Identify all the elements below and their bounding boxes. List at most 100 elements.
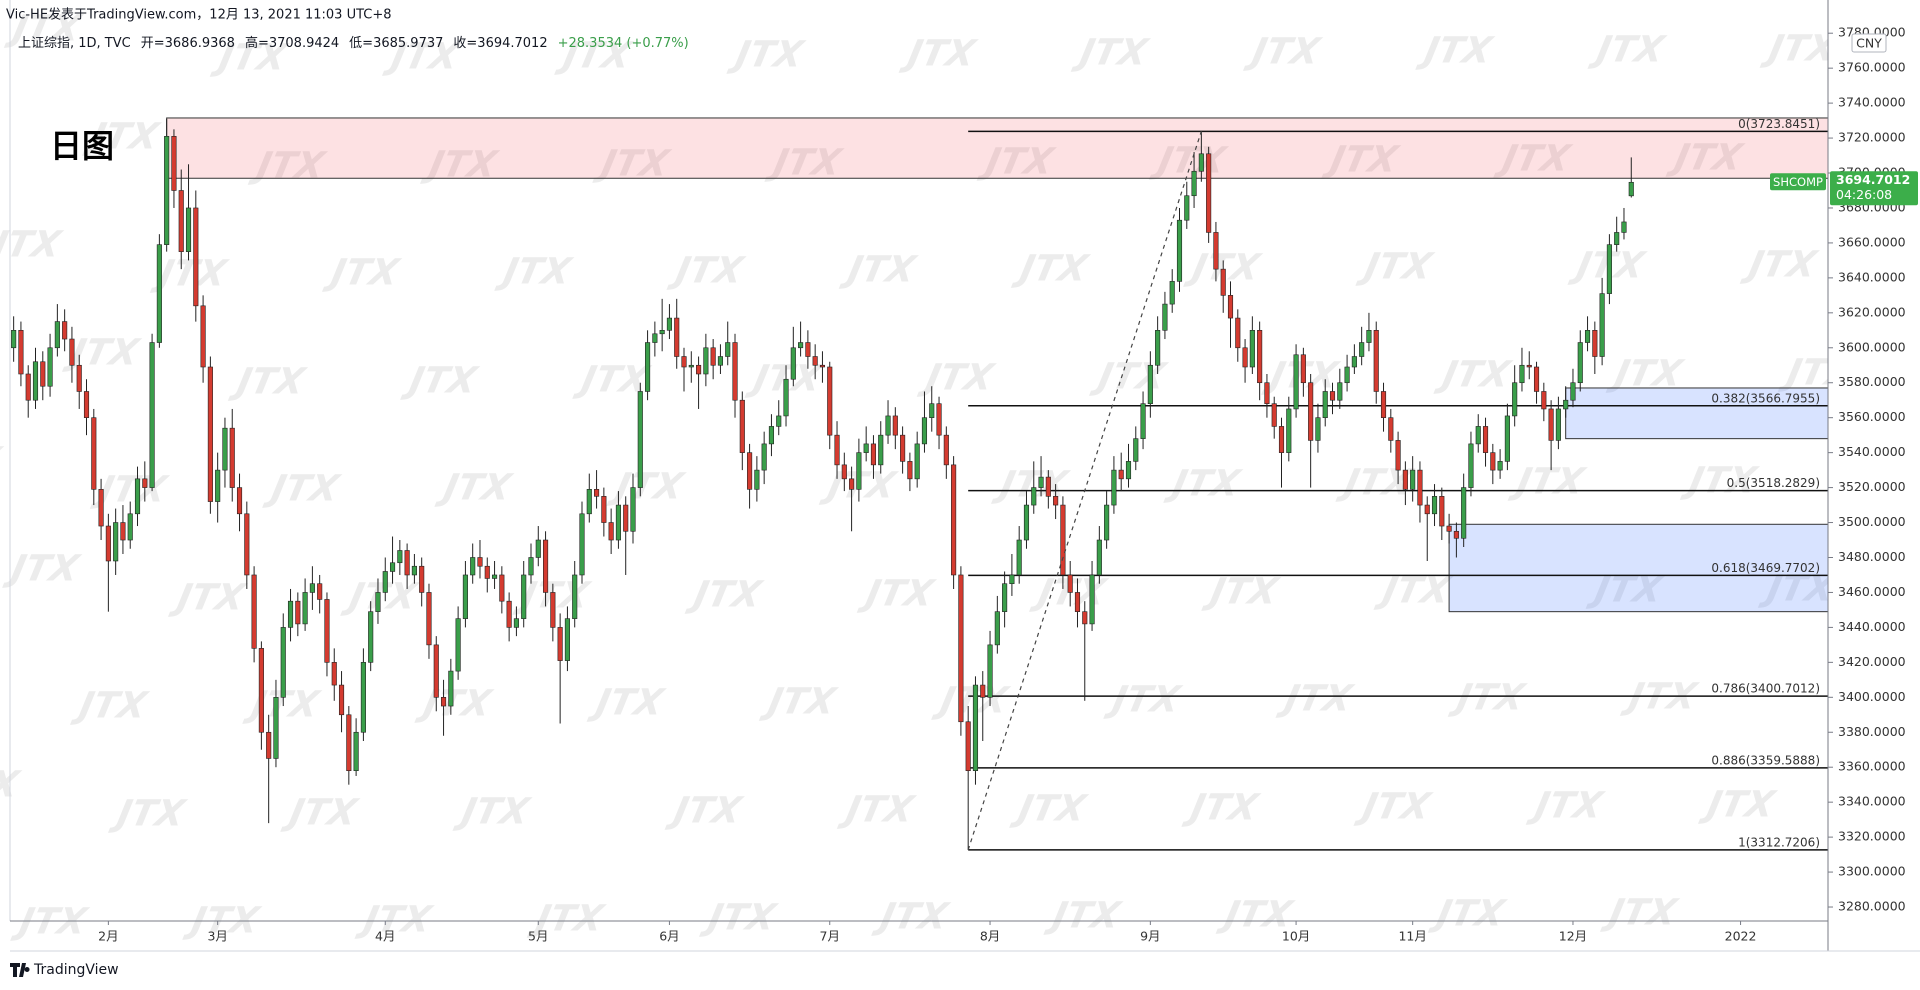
candle-body — [659, 330, 665, 335]
candle-body — [856, 452, 862, 490]
candle-body — [1468, 443, 1474, 488]
candle-body — [1359, 342, 1365, 357]
candle-body — [710, 347, 716, 366]
candle-body — [1271, 403, 1277, 427]
watermark: JTX — [1586, 28, 1670, 71]
candle-body — [389, 562, 396, 572]
ohlc-value: 3685.9737 — [373, 36, 443, 51]
candle-body — [688, 364, 694, 368]
candle-body — [1198, 153, 1204, 172]
watermark: JTX — [1200, 570, 1284, 613]
y-tick-label: 3520.0000 — [1838, 479, 1906, 494]
watermark: JTX — [1697, 783, 1781, 826]
candle-body — [790, 347, 796, 380]
candle-body — [1351, 356, 1357, 368]
candle-body — [1453, 530, 1459, 539]
candle-body — [229, 427, 235, 488]
candle-body — [885, 415, 891, 436]
zone — [1565, 387, 1829, 440]
candle-body — [870, 443, 877, 466]
y-tick-label: 3540.0000 — [1838, 444, 1906, 459]
candle-body — [768, 426, 775, 445]
candle-body — [83, 391, 90, 418]
x-tick-label: 7月 — [820, 929, 840, 944]
watermark: JTX — [698, 896, 782, 939]
candle-body — [193, 207, 199, 307]
watermark: JTX — [1162, 462, 1246, 505]
candle-body — [783, 378, 789, 417]
candle-body — [346, 714, 352, 772]
ohlc-value: 3708.9424 — [269, 36, 339, 51]
change: +28.3534 (+0.77%) — [558, 36, 689, 51]
candle-body — [113, 522, 119, 562]
ohlc-value: 3686.9368 — [165, 36, 235, 51]
watermark: JTX — [181, 899, 265, 942]
candle-body — [1235, 317, 1241, 349]
candle-body — [440, 697, 447, 707]
candle-body — [200, 305, 206, 368]
candle-body — [309, 583, 315, 593]
candle-body — [1038, 476, 1044, 488]
candle-body — [1118, 469, 1124, 480]
watermark: JTX — [451, 790, 535, 833]
candle-body — [674, 317, 680, 357]
candle-body — [528, 557, 534, 576]
watermark: JTX — [433, 466, 517, 509]
y-tick-label: 3340.0000 — [1838, 794, 1906, 809]
candle-body — [615, 504, 621, 541]
candle-body — [936, 403, 942, 436]
watermark: JTX — [1757, 567, 1841, 610]
candle-body — [1045, 476, 1051, 497]
watermark: JTX — [208, 36, 292, 79]
candle-body — [76, 364, 82, 392]
candle-body — [761, 443, 767, 471]
watermark: JTX — [1664, 136, 1748, 179]
watermark: JTX — [1010, 247, 1094, 290]
watermark: JTX — [1446, 676, 1530, 719]
fib-label: 0.786(3400.7012) — [1711, 682, 1820, 696]
candle-body — [972, 684, 979, 772]
candle-body — [1016, 539, 1022, 576]
watermark: JTX — [763, 141, 847, 184]
candle-body — [1315, 417, 1321, 441]
watermark: JTX — [279, 791, 363, 834]
candle-body — [1133, 438, 1139, 462]
candle-body — [40, 361, 46, 387]
watermark: JTX — [0, 223, 66, 266]
candle-body — [608, 522, 614, 541]
candle-body — [1541, 391, 1547, 410]
fib-label: 0.382(3566.7955) — [1711, 391, 1820, 405]
candle-body — [1104, 504, 1110, 541]
currency-box — [1851, 33, 1887, 53]
candle-body — [819, 364, 826, 368]
candle-body — [1293, 354, 1299, 410]
candle-body — [1184, 195, 1190, 221]
candle-body — [331, 662, 337, 686]
candle-body — [623, 504, 629, 532]
watermark: JTX — [553, 34, 637, 77]
candle-body — [397, 550, 403, 564]
candle-body — [273, 697, 279, 759]
candle-body — [849, 478, 855, 490]
candle-body — [521, 574, 527, 619]
watermark: JTX — [1180, 786, 1264, 829]
candle-body — [645, 342, 651, 392]
watermark: JTX — [758, 680, 842, 723]
fib-label: 0.618(3469.7702) — [1711, 561, 1820, 575]
ohlc-label: 低= — [349, 36, 373, 51]
watermark: JTX — [1524, 784, 1608, 827]
candle-body — [681, 356, 687, 368]
watermark: JTX — [663, 789, 747, 832]
candle-body — [1002, 583, 1008, 612]
x-tick-label: 8月 — [980, 929, 1000, 944]
candle-body — [1111, 469, 1117, 506]
watermark: JTX — [1604, 352, 1688, 395]
candle-body — [127, 513, 133, 541]
candle-body — [266, 731, 272, 759]
y-tick-label: 3740.0000 — [1838, 95, 1906, 110]
y-tick-label: 3420.0000 — [1838, 654, 1906, 669]
candle-body — [1060, 504, 1066, 576]
watermark: JTX — [837, 248, 921, 291]
watermark: JTX — [149, 252, 233, 295]
